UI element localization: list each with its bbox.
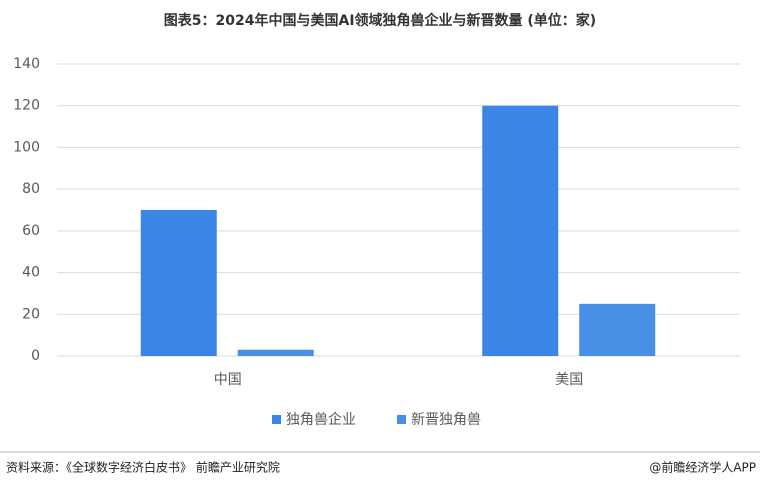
y-tick-label: 40 — [22, 265, 40, 281]
chart-title: 图表5：2024年中国与美国AI领域独角兽企业与新晋数量 (单位：家) — [164, 12, 596, 29]
y-tick-label: 0 — [31, 348, 40, 364]
y-tick-label: 140 — [13, 56, 40, 72]
bar — [579, 303, 656, 356]
y-tick-label: 120 — [13, 98, 40, 114]
bar — [482, 105, 559, 356]
y-tick-label: 100 — [13, 139, 40, 155]
legend-label: 独角兽企业 — [286, 411, 356, 428]
y-tick-label: 20 — [22, 306, 40, 322]
credit: @前瞻经济学人APP — [649, 460, 756, 475]
legend-swatch — [272, 415, 281, 424]
bar — [237, 349, 314, 356]
y-tick-label: 60 — [22, 223, 40, 239]
source: 资料来源：《全球数字经济白皮书》 前瞻产业研究院 — [6, 460, 280, 475]
x-tick-label: 美国 — [555, 372, 583, 388]
y-tick-label: 80 — [22, 181, 40, 197]
legend-label: 新晋独角兽 — [411, 412, 481, 428]
x-tick-label: 中国 — [214, 372, 242, 388]
bar — [140, 210, 217, 356]
legend-swatch — [397, 415, 406, 424]
